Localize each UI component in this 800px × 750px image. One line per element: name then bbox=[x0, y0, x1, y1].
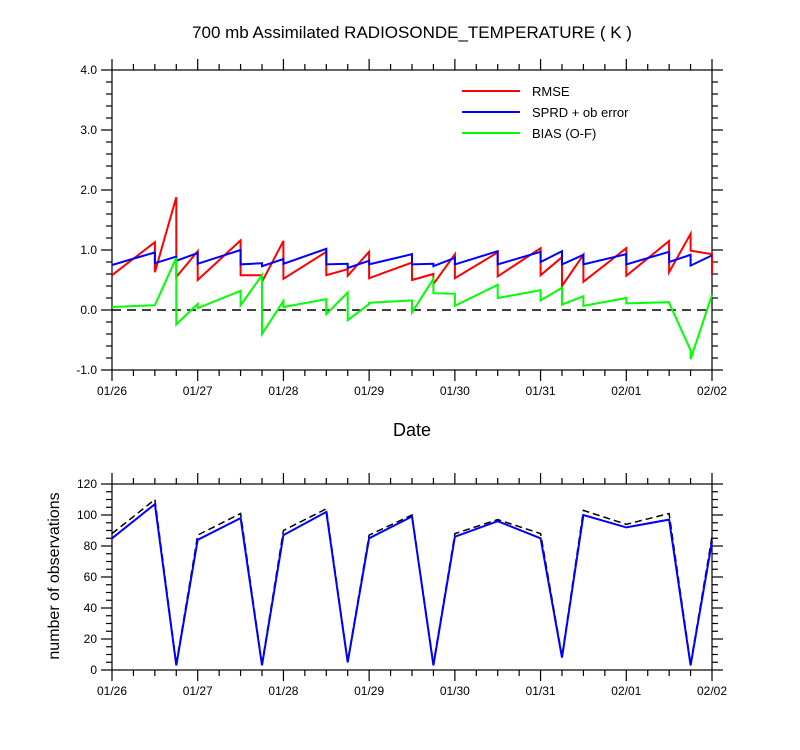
bottom-y-tick-label: 20 bbox=[84, 632, 98, 646]
bottom-x-tick-label: 01/28 bbox=[268, 684, 298, 698]
top-x-tick-label: 02/01 bbox=[611, 384, 641, 398]
bottom-x-tick-label: 01/31 bbox=[526, 684, 556, 698]
bottom-x-tick-label: 01/26 bbox=[97, 684, 127, 698]
bottom-x-tick-label: 02/01 bbox=[611, 684, 641, 698]
top-y-tick-label: 4.0 bbox=[80, 63, 97, 77]
top-x-tick-label: 01/31 bbox=[526, 384, 556, 398]
top-x-tick-label: 02/02 bbox=[697, 384, 727, 398]
legend-label-sprd-ob-error: SPRD + ob error bbox=[532, 105, 629, 120]
top-y-tick-label: -1.0 bbox=[76, 363, 97, 377]
legend-label-bias-o-f: BIAS (O-F) bbox=[532, 126, 596, 141]
top-y-tick-label: 0.0 bbox=[80, 303, 97, 317]
top-x-tick-label: 01/28 bbox=[268, 384, 298, 398]
bottom-plot: 01/26 01/27 01/28 01/29 01/30 01/31 02/01 02/02… bbox=[77, 473, 727, 698]
observation-count-dashed-line bbox=[111, 498, 713, 664]
top-x-tick-label: 01/27 bbox=[183, 384, 213, 398]
top-plot: 01/26 01/27 01/28 01/29 01/30 01/31 02/01 02/02… bbox=[76, 59, 727, 398]
bottom-y-axis-title: number of observations bbox=[46, 492, 63, 659]
top-y-tick-label: 1.0 bbox=[80, 243, 97, 257]
bottom-x-tick-label: 01/30 bbox=[440, 684, 470, 698]
bottom-y-tick-label: 0 bbox=[90, 663, 97, 677]
bias-o-f-series-line bbox=[111, 257, 713, 360]
chart-title: 700 mb Assimilated RADIOSONDE_TEMPERATUR… bbox=[192, 23, 632, 42]
bottom-x-tick-label: 02/02 bbox=[697, 684, 727, 698]
rmse-series-line bbox=[111, 196, 713, 290]
top-x-tick-label: 01/29 bbox=[354, 384, 384, 398]
top-y-tick-label: 2.0 bbox=[80, 183, 97, 197]
observation-count-solid-line bbox=[111, 502, 713, 666]
bottom-y-tick-label: 80 bbox=[84, 539, 98, 553]
legend-label-rmse: RMSE bbox=[532, 84, 570, 99]
x-axis-title: Date bbox=[393, 420, 431, 440]
bottom-y-tick-label: 100 bbox=[77, 508, 97, 522]
top-y-tick-label: 3.0 bbox=[80, 123, 97, 137]
top-x-tick-label: 01/26 bbox=[97, 384, 127, 398]
bottom-plot-frame bbox=[111, 483, 713, 671]
bottom-x-tick-label: 01/29 bbox=[354, 684, 384, 698]
legend: RMSE SPRD + ob error BIAS (O-F) bbox=[462, 84, 629, 141]
bottom-x-tick-label: 01/27 bbox=[183, 684, 213, 698]
bottom-y-tick-label: 120 bbox=[77, 477, 97, 491]
top-x-tick-label: 01/30 bbox=[440, 384, 470, 398]
bottom-y-tick-label: 40 bbox=[84, 601, 98, 615]
sprd-ob-error-series-line bbox=[111, 247, 713, 270]
bottom-y-tick-label: 60 bbox=[84, 570, 98, 584]
